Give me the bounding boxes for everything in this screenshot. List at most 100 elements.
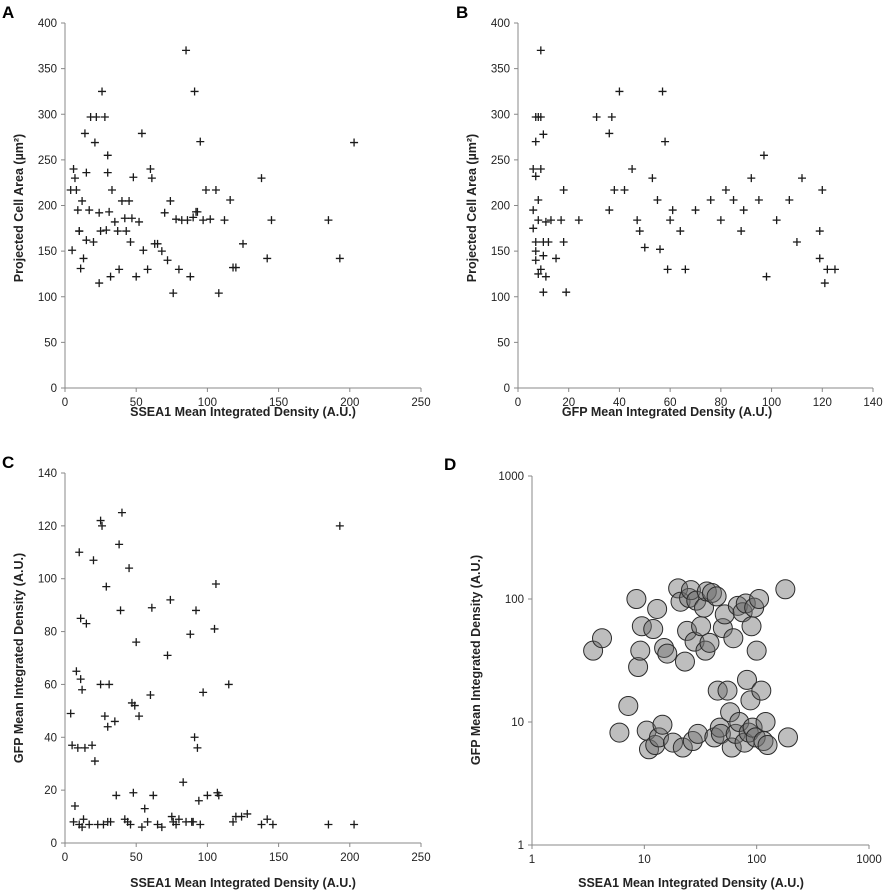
panel-b-data-point xyxy=(706,196,715,205)
panel-b-data-point xyxy=(559,238,568,246)
panel-c-data-point xyxy=(146,691,155,699)
panel-b-data-point xyxy=(544,238,553,246)
panel-c-x-tick-label: 50 xyxy=(130,852,143,864)
panel-a-y-tick-label: 200 xyxy=(38,201,57,213)
panel-d-data-point xyxy=(630,640,651,661)
panel-a-data-point xyxy=(163,256,172,265)
panel-d-x-tick-label: 10 xyxy=(638,854,651,866)
panel-a-data-point xyxy=(220,216,229,225)
panel-a-data-point xyxy=(231,263,240,272)
panel-d-x-tick-label: 100 xyxy=(747,854,766,866)
panel-c-y-tick-label: 20 xyxy=(44,785,57,797)
panel-a-data-point xyxy=(95,279,104,288)
panel-d-data-point xyxy=(674,651,695,672)
panel-c-label: C xyxy=(2,453,14,472)
panel-b-data-point xyxy=(541,217,550,226)
panel-b-ylabel: Projected Cell Area (µm²) xyxy=(465,134,479,282)
panel-b-x-tick-label: 100 xyxy=(762,397,781,409)
panel-c-data-point xyxy=(82,619,91,628)
panel-c-data-point xyxy=(69,817,78,826)
panel-b-data-point xyxy=(539,288,548,297)
panel-a-data-point xyxy=(98,87,107,96)
panel-b-data-point xyxy=(546,216,555,225)
panel-a-data-point xyxy=(157,247,166,256)
panel-c-data-point xyxy=(75,548,84,557)
panel-b-data-point xyxy=(574,216,583,225)
panel-c-data-point xyxy=(179,778,188,787)
panel-d-y-tick-label: 100 xyxy=(505,594,524,606)
panel-c-data-point xyxy=(143,817,152,826)
panel-d-data-point xyxy=(592,628,613,649)
panel-b-data-point xyxy=(605,129,614,138)
panel-d-label: D xyxy=(444,455,456,474)
panel-d-data-point xyxy=(746,640,767,661)
panel-a-data-point xyxy=(105,207,114,216)
panel-a-data-point xyxy=(147,174,156,183)
panel-c-y-tick-label: 40 xyxy=(44,732,57,744)
panel-c-data-point xyxy=(193,743,202,752)
panel-d-data-point xyxy=(609,722,630,743)
panel-d-data-point xyxy=(618,695,639,716)
panel-d-xlabel: SSEA1 Mean Integrated Density (A.U.) xyxy=(578,876,804,890)
panel-b-y-tick-label: 150 xyxy=(491,246,510,258)
panel-b-data-point xyxy=(592,112,601,121)
panel-b-data-point xyxy=(815,254,824,263)
panel-c-x-tick-label: 200 xyxy=(340,852,359,864)
panel-a-data-point xyxy=(135,217,144,226)
panel-a-data-point xyxy=(76,264,85,273)
panel-b-data-point xyxy=(539,251,548,260)
panel-d-y-tick-label: 1 xyxy=(518,840,524,852)
panel-d-data-point xyxy=(710,723,731,744)
panel-b-x-tick-label: 40 xyxy=(613,397,626,409)
panel-a-x-tick-label: 150 xyxy=(269,397,288,409)
panel-b-x-tick-label: 80 xyxy=(714,397,727,409)
panel-a-data-point xyxy=(189,213,198,222)
panel-c-data-point xyxy=(324,820,333,829)
panel-b-data-point xyxy=(562,288,571,297)
panel-c-y-tick-label: 60 xyxy=(44,679,57,691)
panel-c-data-point xyxy=(66,709,75,718)
panel-a-x-tick-label: 50 xyxy=(130,397,143,409)
panel-d-y-tick-label: 10 xyxy=(511,717,524,729)
panel-b-data-point xyxy=(747,174,756,183)
panel-a-label: A xyxy=(2,3,14,22)
panel-a-x-tick-label: 100 xyxy=(198,397,217,409)
panel-b-data-point xyxy=(830,265,839,274)
panel-c-data-point xyxy=(96,680,105,689)
panel-b-data-point xyxy=(658,87,667,96)
panel-b-data-point xyxy=(759,151,768,160)
panel-c-data-point xyxy=(129,788,138,797)
panel-b-data-point xyxy=(798,174,806,183)
panel-a-x-tick-label: 250 xyxy=(411,397,430,409)
panel-a-data-point xyxy=(143,265,152,274)
panel-a-data-point xyxy=(169,289,178,298)
panel-c-data-point xyxy=(126,820,135,829)
panel-a-y-tick-label: 0 xyxy=(51,383,57,395)
panel-c-data-point xyxy=(88,741,97,750)
panel-a-data-point xyxy=(126,238,135,246)
panel-c-data-point xyxy=(76,614,85,623)
panel-a-data-point xyxy=(72,185,81,194)
panel-b-data-point xyxy=(823,265,832,274)
panel-c-data-point xyxy=(192,606,201,615)
panel-d-data-point xyxy=(704,727,725,748)
panel-b-data-point xyxy=(605,206,614,215)
panel-a-data-point xyxy=(127,214,136,223)
panel-c-data-point xyxy=(102,582,111,591)
panel-c-x-tick-label: 250 xyxy=(411,852,430,864)
panel-b-y-tick-label: 200 xyxy=(491,201,510,213)
panel-a-ylabel: Projected Cell Area (µm²) xyxy=(12,134,26,282)
panel-c-x-tick-label: 0 xyxy=(62,852,68,864)
panel-b-data-point xyxy=(762,272,771,281)
panel-d-data-point xyxy=(691,616,712,637)
panel-a-y-tick-label: 150 xyxy=(38,246,57,258)
panel-a-xlabel: SSEA1 Mean Integrated Density (A.U.) xyxy=(130,405,356,419)
panel-a-x-tick-label: 200 xyxy=(340,397,359,409)
panel-b-data-point xyxy=(666,216,675,225)
panel-a-data-point xyxy=(122,227,131,236)
panel-a-data-point xyxy=(160,208,169,217)
panel-c-xlabel: SSEA1 Mean Integrated Density (A.U.) xyxy=(130,876,356,890)
panel-a-data-point xyxy=(166,196,175,205)
panel-b-y-tick-label: 350 xyxy=(491,64,510,76)
panel-a-data-point xyxy=(350,138,359,147)
